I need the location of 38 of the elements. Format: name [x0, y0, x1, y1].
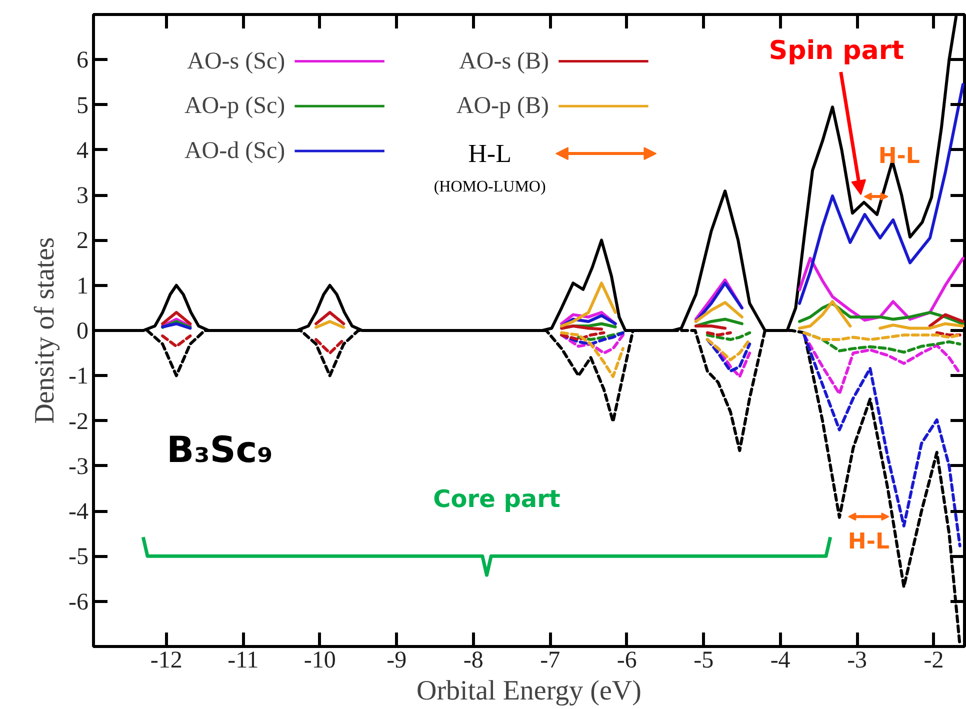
x-tick-label: -2: [924, 648, 944, 674]
y-tick-label: 1: [76, 273, 88, 300]
x-tick-label: -8: [463, 648, 484, 674]
annotation: Core part: [433, 485, 560, 514]
x-tick-label: -11: [228, 648, 259, 674]
legend-label: AO-d (Sc): [184, 138, 286, 164]
y-axis-title: Density of states: [30, 237, 61, 424]
x-tick-label: -12: [150, 648, 182, 674]
y-tick-label: -5: [68, 544, 89, 570]
y-tick-label: -3: [68, 454, 89, 480]
annotation: (HOMO-LUMO): [434, 178, 546, 196]
x-axis-title: Orbital Energy (eV): [416, 676, 642, 706]
y-tick-label: -6: [68, 589, 89, 616]
legend-label: AO-p (B): [456, 93, 550, 120]
x-tick-label: -7: [540, 648, 560, 674]
annotation: H-L: [878, 144, 920, 170]
x-tick-label: -9: [386, 648, 407, 674]
x-tick-label: -5: [694, 648, 714, 674]
y-tick-label: -2: [68, 408, 89, 435]
y-tick-label: -1: [68, 364, 89, 390]
y-tick-label: 4: [76, 138, 88, 164]
y-tick-label: -4: [68, 499, 89, 526]
y-tick-label: 2: [76, 228, 88, 254]
annotation: H-L: [848, 530, 890, 555]
x-tick-label: -4: [770, 648, 790, 674]
legend-label: AO-p (Sc): [184, 93, 286, 120]
x-tick-label: -3: [847, 648, 868, 674]
y-tick-label: 0: [76, 318, 88, 344]
legend-label: AO-s (B): [459, 48, 550, 74]
annotation: H-L: [468, 139, 512, 168]
y-tick-label: 6: [76, 48, 88, 74]
x-tick-label: -10: [304, 648, 336, 674]
y-tick-label: 3: [76, 183, 88, 210]
legend-label: AO-s (Sc): [187, 48, 286, 74]
annotation: Spin part: [768, 36, 904, 66]
y-tick-label: 5: [76, 92, 88, 119]
annotation: B₃Sc₉: [166, 430, 273, 472]
x-tick-label: -6: [616, 648, 637, 674]
